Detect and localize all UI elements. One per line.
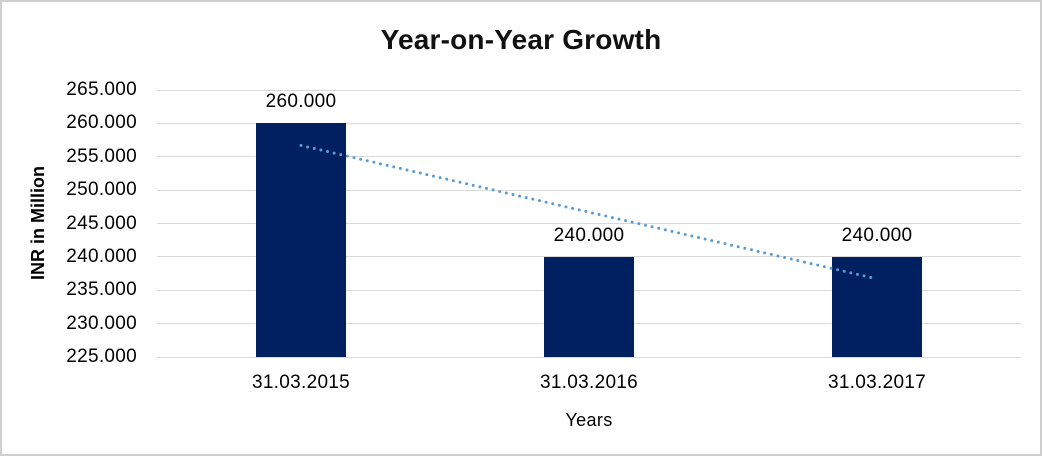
- y-tick-label: 230.000: [66, 312, 137, 334]
- y-tick-label: 235.000: [66, 279, 137, 301]
- data-label: 240.000: [553, 224, 625, 246]
- y-tick-label: 240.000: [66, 245, 137, 267]
- y-gridline: [157, 356, 1021, 358]
- y-tick-label: 245.000: [66, 212, 137, 234]
- chart-title: Year-on-Year Growth: [380, 24, 662, 55]
- bar: [256, 123, 346, 357]
- y-gridline: [157, 122, 1021, 124]
- y-tick-label: 250.000: [66, 179, 137, 201]
- y-tick-label: 255.000: [66, 145, 137, 167]
- data-label: 240.000: [841, 224, 913, 246]
- bar: [832, 256, 922, 357]
- x-axis-title: Years: [565, 410, 613, 430]
- y-gridline: [157, 89, 1021, 91]
- x-tick-label: 31.03.2015: [251, 372, 351, 393]
- bar: [544, 256, 634, 357]
- data-label: 260.000: [265, 91, 337, 113]
- x-tick-label: 31.03.2016: [539, 372, 639, 393]
- y-tick-label: 225.000: [66, 346, 137, 367]
- y-tick-label: 260.000: [66, 112, 137, 134]
- y-tick-label: 265.000: [66, 79, 137, 100]
- x-tick-label: 31.03.2017: [827, 372, 927, 393]
